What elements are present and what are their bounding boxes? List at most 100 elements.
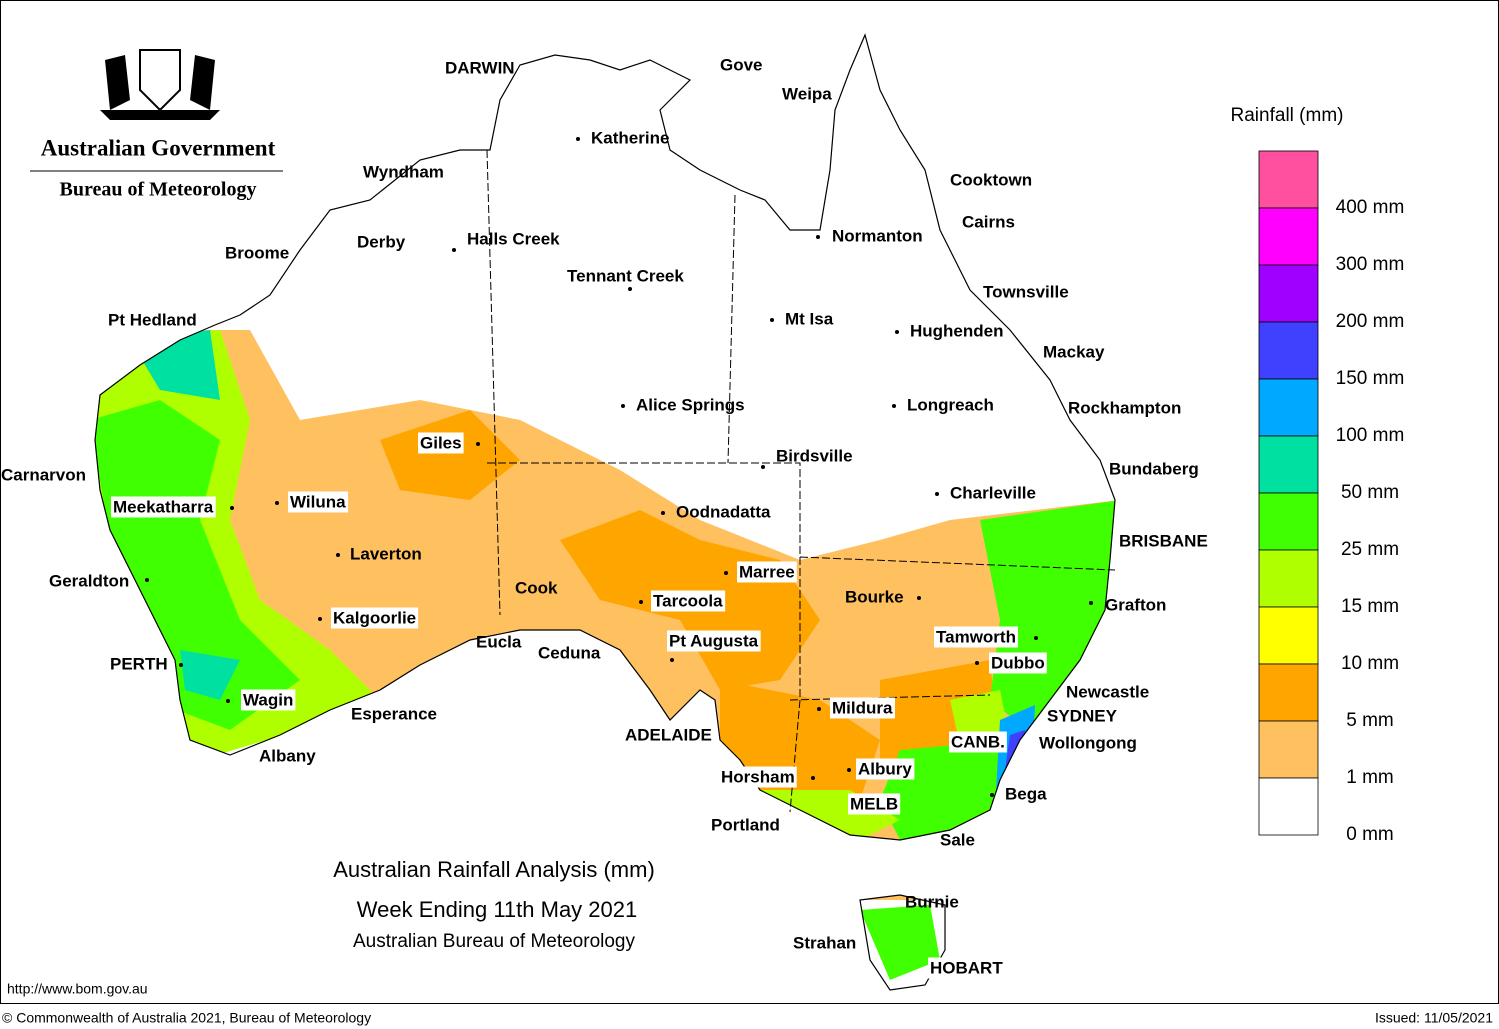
place-label: Kalgoorlie — [333, 608, 416, 627]
map-title: Australian Rainfall Analysis (mm) — [333, 857, 655, 882]
label-box — [830, 697, 895, 719]
place-label: Wollongong — [1039, 733, 1137, 752]
place-label: Ceduna — [538, 643, 601, 662]
legend-label: 5 mm — [1346, 710, 1394, 731]
place-label: Mackay — [1043, 342, 1105, 361]
bureau-name: Bureau of Meteorology — [59, 179, 256, 201]
label-box — [928, 957, 1006, 979]
place-label: HOBART — [930, 958, 1003, 977]
town-dot — [179, 663, 183, 667]
place-label: Albury — [858, 759, 912, 778]
legend-swatch — [1258, 606, 1319, 665]
place-label: Giles — [420, 433, 462, 452]
town-dot — [318, 617, 322, 621]
url[interactable]: http://www.bom.gov.au — [7, 981, 148, 997]
place-label: Birdsville — [776, 446, 853, 465]
town-dot — [1089, 601, 1093, 605]
issued: Issued: 11/05/2021 — [1375, 1010, 1493, 1026]
town-dot — [847, 768, 851, 772]
legend-label: 25 mm — [1341, 539, 1399, 560]
place-label: Derby — [357, 232, 406, 251]
place-label: Cairns — [962, 212, 1015, 231]
place-label: Hughenden — [910, 321, 1004, 340]
place-label: Broome — [225, 243, 289, 262]
town-dot — [661, 511, 665, 515]
place-label: Sale — [940, 830, 975, 849]
legend-swatch — [1258, 777, 1319, 836]
place-label: Albany — [259, 746, 316, 765]
town-dot — [817, 707, 821, 711]
coat-of-arms — [100, 49, 220, 120]
town-dot — [639, 600, 643, 604]
legend-swatch — [1258, 150, 1319, 209]
town-dot — [892, 404, 896, 408]
label-box — [989, 652, 1047, 674]
town-dot — [770, 318, 774, 322]
place-label: Weipa — [782, 84, 832, 103]
place-label: Wagin — [243, 690, 293, 709]
place-label: ADELAIDE — [625, 725, 712, 744]
place-label: Katherine — [591, 128, 669, 147]
legend-label: 15 mm — [1341, 596, 1399, 617]
town-dot — [935, 492, 939, 496]
legend-swatch — [1258, 321, 1319, 380]
label-box — [651, 590, 726, 612]
town-dot — [1034, 636, 1038, 640]
place-label: Strahan — [793, 933, 856, 952]
copyright: © Commonwealth of Australia 2021, Bureau… — [2, 1010, 371, 1026]
town-dot — [452, 248, 456, 252]
town-dot — [336, 553, 340, 557]
label-box — [737, 561, 797, 583]
town-dot — [917, 596, 921, 600]
org-name: Australian Government — [41, 135, 276, 160]
town-dot — [975, 661, 979, 665]
place-label: DARWIN — [445, 58, 515, 77]
place-label: Wiluna — [290, 492, 346, 511]
place-label: Marree — [739, 562, 795, 581]
place-label: Mt Isa — [785, 309, 834, 328]
town-dot — [670, 658, 674, 662]
legend-title: Rainfall (mm) — [1231, 105, 1344, 126]
town-dot — [275, 501, 279, 505]
place-label: Longreach — [907, 395, 994, 414]
legend-swatch — [1258, 549, 1319, 608]
legend-label: 200 mm — [1336, 311, 1405, 332]
town-dot — [230, 506, 234, 510]
place-label: Bundaberg — [1109, 459, 1199, 478]
legend-swatch — [1258, 378, 1319, 437]
legend-swatch — [1258, 264, 1319, 323]
place-label: Portland — [711, 815, 780, 834]
town-dot — [226, 699, 230, 703]
place-label: Charleville — [950, 483, 1036, 502]
label-box — [418, 432, 464, 454]
legend-label: 150 mm — [1336, 368, 1405, 389]
label-box — [667, 630, 761, 652]
place-label: Geraldton — [49, 571, 129, 590]
legend-label: 400 mm — [1336, 197, 1405, 218]
label-box — [719, 766, 797, 788]
town-dot — [895, 330, 899, 334]
place-label: Carnarvon — [1, 465, 86, 484]
place-label: Mildura — [832, 698, 893, 717]
label-box — [331, 607, 419, 629]
place-label: Dubbo — [991, 653, 1045, 672]
legend-swatch — [1258, 492, 1319, 551]
town-dot — [816, 235, 820, 239]
place-label: Gove — [720, 55, 763, 74]
state-borders — [486, 149, 1116, 813]
place-label: Halls Creek — [467, 229, 560, 248]
place-label: Townsville — [983, 282, 1069, 301]
place-label: BRISBANE — [1119, 531, 1208, 550]
place-label: Cook — [515, 578, 558, 597]
place-label: Alice Springs — [636, 395, 745, 414]
place-label: Pt Hedland — [108, 310, 197, 329]
legend-label: 1 mm — [1346, 767, 1394, 788]
place-label: Bourke — [845, 587, 904, 606]
place-label: Cooktown — [950, 170, 1032, 189]
legend-label: 50 mm — [1341, 482, 1399, 503]
place-label: PERTH — [110, 654, 168, 673]
town-dot — [811, 776, 815, 780]
label-box — [934, 626, 1018, 648]
place-label: Oodnadatta — [676, 502, 771, 521]
